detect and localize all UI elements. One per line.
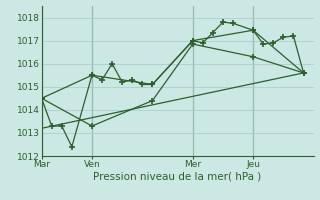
X-axis label: Pression niveau de la mer( hPa ): Pression niveau de la mer( hPa ) [93,172,262,182]
